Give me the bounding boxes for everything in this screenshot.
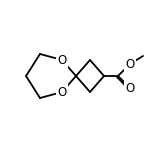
Text: O: O: [57, 54, 67, 67]
Text: O: O: [125, 81, 135, 95]
Text: O: O: [57, 85, 67, 98]
Text: O: O: [125, 57, 135, 71]
